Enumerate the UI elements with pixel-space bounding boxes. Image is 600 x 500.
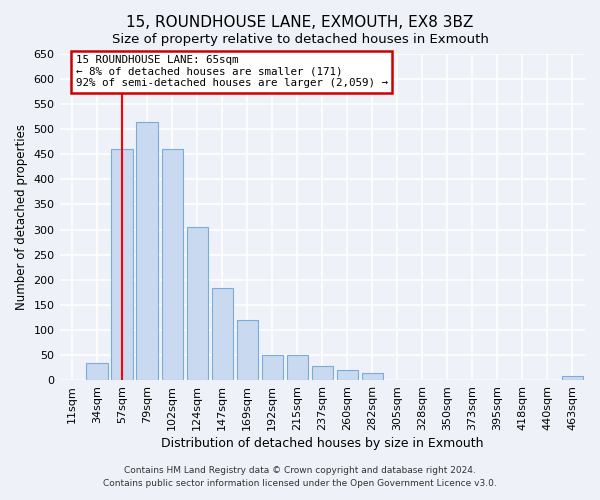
Bar [562,376,583,380]
Bar [287,355,308,380]
Bar [187,227,208,380]
Bar [212,288,233,380]
Text: Size of property relative to detached houses in Exmouth: Size of property relative to detached ho… [112,32,488,46]
Text: 15, ROUNDHOUSE LANE, EXMOUTH, EX8 3BZ: 15, ROUNDHOUSE LANE, EXMOUTH, EX8 3BZ [127,15,473,30]
Bar [262,355,283,380]
Text: Contains HM Land Registry data © Crown copyright and database right 2024.
Contai: Contains HM Land Registry data © Crown c… [103,466,497,487]
Text: 15 ROUNDHOUSE LANE: 65sqm
← 8% of detached houses are smaller (171)
92% of semi-: 15 ROUNDHOUSE LANE: 65sqm ← 8% of detach… [76,55,388,88]
Bar [161,150,183,380]
Bar [136,122,158,380]
Bar [86,362,108,380]
Bar [112,150,133,380]
Bar [362,373,383,380]
X-axis label: Distribution of detached houses by size in Exmouth: Distribution of detached houses by size … [161,437,484,450]
Bar [337,370,358,380]
Bar [311,366,333,380]
Bar [236,320,258,380]
Y-axis label: Number of detached properties: Number of detached properties [15,124,28,310]
